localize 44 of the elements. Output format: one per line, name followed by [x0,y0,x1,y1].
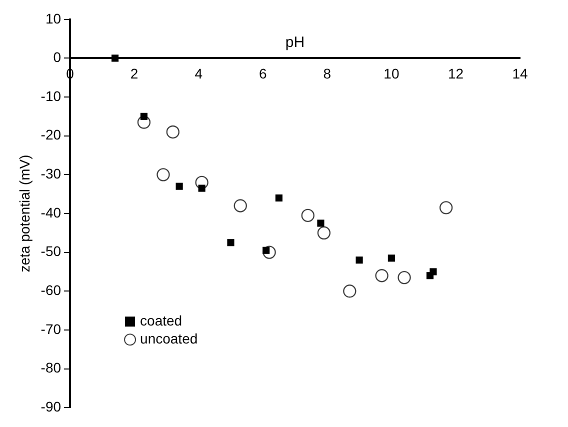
x-tick-label: 14 [512,65,528,82]
y-axis-title: zeta potential (mV) [16,154,32,272]
point [137,116,151,129]
point [198,184,206,192]
y-tick-label: 10 [45,10,62,26]
x-tick-label: 10 [384,65,400,82]
point [430,268,437,276]
point [111,54,119,62]
y-tick-label: -60 [40,282,62,298]
y-tick-label: -80 [40,360,62,376]
y-tick-label: -30 [40,166,62,182]
point [176,182,183,190]
point [375,269,388,282]
legend-label: coated [140,312,182,328]
point [301,208,314,222]
x-tick-label: 2 [130,65,138,82]
y-tick-label: -50 [40,243,62,260]
y-tick-label: -40 [40,204,62,220]
point [227,239,234,246]
y-tick-label: -90 [40,398,62,414]
point [356,256,363,264]
y-tick-label: -20 [40,126,62,143]
point [388,254,395,262]
point [140,112,148,120]
y-tick-label: 0 [53,49,62,66]
x-axis-title: pH [285,34,305,51]
y-tick-label: -10 [40,88,62,104]
x-tick-label: 4 [194,65,203,82]
point [343,284,356,298]
point [234,199,247,212]
point [195,176,208,190]
x-tick-label: 12 [448,65,464,82]
legend-label: uncoated [140,330,198,346]
x-tick-label: 6 [258,65,267,82]
point [166,125,180,139]
point [262,246,276,259]
y-tick-label: -70 [40,320,62,337]
point [156,168,170,182]
point [398,270,411,284]
point [317,226,331,240]
point [317,220,324,227]
point [439,201,453,214]
x-tick-label: 8 [323,65,332,82]
point [275,194,282,202]
